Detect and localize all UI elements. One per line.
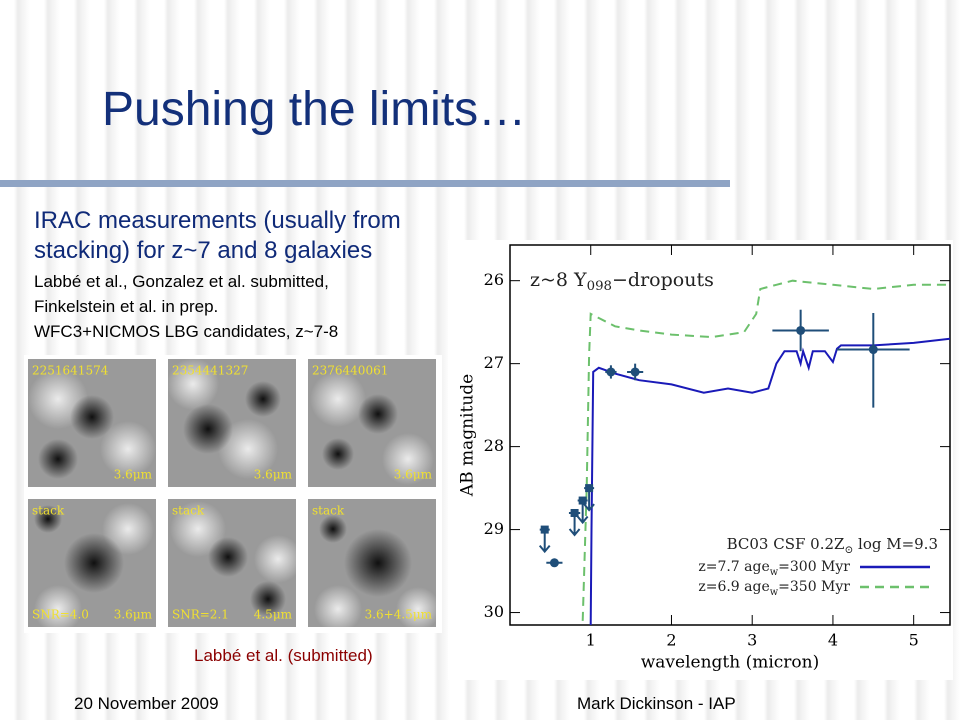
stamp-blob — [254, 535, 302, 583]
stamp-blob — [70, 395, 114, 439]
x-tick-label: 5 — [909, 631, 919, 650]
annotation: z~8 Y098−dropouts — [530, 269, 714, 294]
legend-title-part: log M=9.3 — [853, 535, 938, 553]
stamp-id: stack — [312, 504, 345, 518]
stamp-blob — [396, 587, 440, 631]
x-axis-label: wavelength (micron) — [641, 653, 820, 673]
y-tick-label: 26 — [484, 270, 504, 289]
stamp-blob — [64, 533, 124, 593]
legend-label: z=6.9 agew=350 Myr — [698, 579, 850, 598]
stamp-snr: SNR=2.1 — [172, 608, 229, 622]
slide-title: Pushing the limits… — [102, 83, 527, 136]
data-point — [868, 345, 878, 355]
upper-limit-marker — [540, 525, 549, 534]
upper-limit-marker — [570, 508, 579, 517]
y-tick-label: 28 — [484, 436, 504, 455]
legend-title-part: BC03 CSF 0.2Z — [727, 535, 845, 553]
chart-panel — [448, 240, 953, 680]
chart: 26 27 28 29 30 1 2 3 4 5 wavelength (micron) AB mag… — [448, 240, 953, 680]
legend-label-part: z=6.9 age — [698, 579, 769, 595]
stamp-blob — [38, 439, 78, 479]
legend-label: z=7.7 agew=300 Myr — [698, 559, 850, 578]
stamp-id: 2354441327 — [172, 364, 248, 378]
stamp-blob — [183, 404, 233, 454]
plot-frame — [509, 244, 951, 626]
stamp: 2354441327 3.6μm — [167, 358, 296, 487]
image-stamps: 22516415743.6μm23544413273.6μm2376440061… — [24, 355, 442, 633]
caption: Labbé et al. (submitted) — [194, 646, 373, 665]
data-point — [606, 367, 616, 377]
y-tick-label: 30 — [484, 602, 504, 621]
legend-label-part: =300 Myr — [778, 559, 850, 575]
annotation-part: 098 — [587, 279, 612, 294]
stamp-id: stack — [172, 504, 205, 518]
sub-bullet: Labbé et al., Gonzalez et al. submitted, — [34, 272, 329, 291]
stamp: 2376440061 3.6μm — [308, 359, 436, 487]
stamp-blob — [34, 505, 62, 533]
title-rule — [0, 180, 730, 187]
stamp-blob — [218, 419, 278, 479]
x-tick-label: 4 — [828, 631, 838, 650]
stamp-band: 4.5μm — [254, 608, 293, 622]
stamp-blob — [167, 358, 219, 410]
stamp-band: 3.6+4.5μm — [365, 608, 433, 622]
stamp-snr: SNR=4.0 — [32, 608, 89, 622]
stamp-blob — [170, 501, 226, 557]
upper-limit-marker — [585, 484, 594, 493]
legend-title-part: ⊙ — [844, 544, 853, 556]
stamp-blob — [319, 515, 347, 543]
data-point — [796, 325, 806, 335]
stamp-band: 3.6μm — [254, 468, 293, 482]
data-point — [630, 367, 640, 377]
stamp-id: stack — [32, 504, 65, 518]
bullet: IRAC measurements (usually from stacking… — [34, 207, 401, 264]
stamp-blob — [344, 529, 412, 597]
stamp-blob — [34, 585, 82, 633]
x-tick-label: 3 — [747, 631, 757, 650]
x-tick-label: 1 — [586, 631, 596, 650]
stamp: 2251641574 3.6μm — [28, 359, 156, 487]
stamp-band: 3.6μm — [394, 468, 433, 482]
stamp-id: 2251641574 — [32, 364, 109, 378]
annotation-part: −dropouts — [612, 269, 714, 291]
stamp-blob — [358, 394, 398, 434]
sub-bullet: Finkelstein et al. in prep. — [34, 297, 219, 316]
annotation-part: z~8 Y — [530, 269, 587, 291]
stamp: stack SNR=2.1 4.5μm — [168, 499, 302, 627]
stamp-band: 3.6μm — [114, 608, 153, 622]
y-tick-label: 27 — [484, 353, 504, 372]
stamp-blob — [322, 438, 354, 470]
legend-label-part: z=7.7 age — [698, 559, 769, 575]
stamp: stack SNR=4.0 3.6μm — [28, 499, 156, 633]
stamp-band: 3.6μm — [114, 468, 153, 482]
stamp: stack 3.6+4.5μm — [308, 499, 440, 633]
stamp-blob — [310, 371, 366, 427]
stamp-blob — [100, 421, 156, 477]
legend-title: BC03 CSF 0.2Z⊙ log M=9.3 — [727, 535, 938, 556]
stamp-blob — [382, 433, 434, 485]
y-axis-label: AB magnitude — [458, 374, 478, 497]
legend-label-part: w — [770, 567, 779, 578]
data-point — [549, 558, 559, 568]
sub-bullet: WFC3+NICMOS LBG candidates, z~7-8 — [34, 322, 339, 341]
y-tick-label: 29 — [484, 519, 504, 538]
legend-label-part: =350 Myr — [778, 579, 850, 595]
stamp-blob — [250, 581, 286, 617]
footer-author: Mark Dickinson - IAP — [577, 694, 736, 713]
stamp-id: 2376440061 — [312, 364, 388, 378]
stamp-blob — [245, 381, 281, 417]
stamp-blob — [314, 585, 362, 633]
footer-date: 20 November 2009 — [74, 694, 219, 713]
upper-limit-marker — [578, 496, 587, 505]
model-line — [581, 279, 950, 621]
x-tick-label: 2 — [666, 631, 676, 650]
legend-label-part: w — [770, 587, 779, 598]
stamp-blob — [208, 537, 248, 577]
